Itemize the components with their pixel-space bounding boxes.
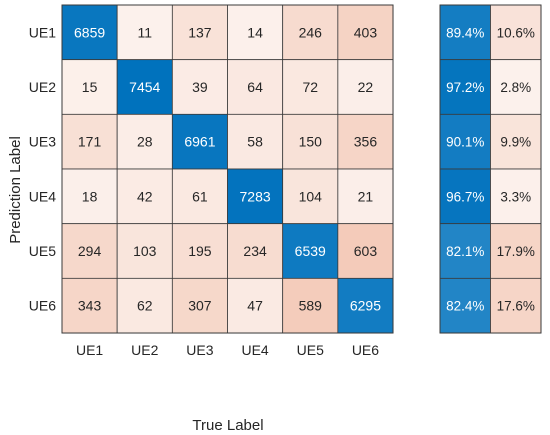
matrix-cell [116, 168, 173, 225]
summary-value: 96.7% [446, 189, 484, 204]
matrix-cell [116, 4, 173, 61]
matrix-cell-value: 21 [358, 188, 374, 204]
matrix-cell [227, 113, 284, 170]
matrix-cell [61, 4, 118, 61]
summary-error-cell [490, 223, 542, 279]
matrix-cell [227, 168, 284, 225]
matrix-cell-value: 58 [247, 134, 263, 150]
matrix-cell-value: 7283 [240, 188, 271, 204]
matrix-cell-value: 403 [354, 24, 378, 40]
matrix-cell [282, 223, 339, 279]
matrix-cell-value: 14 [247, 24, 263, 40]
y-tick-label: UE2 [29, 79, 56, 95]
x-tick-label: UE5 [297, 342, 324, 358]
y-tick-label: UE4 [29, 188, 56, 204]
summary-error-cell [490, 168, 542, 225]
summary-value: 89.4% [446, 25, 484, 40]
matrix-cell [337, 59, 394, 115]
y-axis-label: Prediction Label [7, 136, 24, 244]
matrix-cell-value: 42 [137, 188, 153, 204]
matrix-cell-value: 589 [299, 298, 323, 314]
matrix-cell-value: 64 [247, 79, 263, 95]
summary-value: 17.6% [497, 299, 535, 314]
matrix-cell [61, 168, 118, 225]
matrix-cell [171, 223, 228, 279]
matrix-cell-value: 6295 [350, 298, 381, 314]
matrix-cell [337, 4, 394, 61]
matrix-frame [61, 4, 394, 334]
summary-value: 10.6% [497, 25, 535, 40]
y-tick-label: UE3 [29, 134, 56, 150]
matrix-cell-value: 61 [192, 188, 208, 204]
summary-error-cell [490, 59, 542, 115]
y-tick-labels: UE1 UE2 UE3 UE4 UE5 UE6 [29, 24, 56, 313]
matrix-cell-value: 6961 [184, 134, 215, 150]
x-tick-label: UE2 [131, 342, 158, 358]
matrix-cell-value: 7454 [129, 79, 160, 95]
x-tick-label: UE1 [76, 342, 103, 358]
y-tick-label: UE1 [29, 24, 56, 40]
summary-value: 82.4% [446, 299, 484, 314]
x-tick-label: UE3 [186, 342, 213, 358]
summary-frame [439, 4, 542, 334]
matrix-cell-value: 11 [137, 24, 152, 40]
matrix-cell-value: 343 [78, 298, 102, 314]
matrix-cell [61, 277, 118, 334]
matrix-cell [227, 59, 284, 115]
matrix-cell-value: 104 [299, 188, 323, 204]
matrix-cell-value: 18 [82, 188, 98, 204]
summary-value: 3.3% [500, 189, 531, 204]
matrix-cell-value: 137 [188, 24, 212, 40]
row-summary-cells: 89.4% 10.6% 97.2% 2.8% 90.1% 9.9% 96.7% 3.3% 82.… [439, 4, 542, 334]
matrix-cell-value: 15 [82, 79, 98, 95]
summary-error-cell [490, 277, 542, 334]
x-tick-labels: UE1 UE2 UE3 UE4 UE5 UE6 [76, 342, 379, 358]
x-tick-label: UE6 [352, 342, 379, 358]
summary-value: 2.8% [500, 80, 531, 95]
matrix-cell-value: 39 [192, 79, 208, 95]
matrix-cell [116, 59, 173, 115]
summary-value: 97.2% [446, 80, 484, 95]
matrix-cell-value: 246 [299, 24, 323, 40]
y-tick-label: UE6 [29, 298, 56, 314]
matrix-cell-value: 6539 [295, 243, 326, 259]
matrix-cell [227, 223, 284, 279]
matrix-cell-value: 47 [247, 298, 263, 314]
matrix-cell-value: 307 [188, 298, 212, 314]
matrix-cell [171, 168, 228, 225]
matrix-cells: 6859 11 137 14 246 403 15 7454 39 64 72 22 171 28 6961… [61, 4, 394, 334]
matrix-cell-value: 62 [137, 298, 153, 314]
matrix-cell [227, 4, 284, 61]
matrix-cell [61, 223, 118, 279]
summary-value: 9.9% [500, 135, 531, 150]
x-tick-label: UE4 [241, 342, 268, 358]
matrix-cell-value: 6859 [74, 24, 105, 40]
matrix-cell [116, 113, 173, 170]
matrix-cell [282, 168, 339, 225]
summary-value: 90.1% [446, 135, 484, 150]
matrix-cell-value: 294 [78, 243, 102, 259]
matrix-cell-value: 22 [358, 79, 374, 95]
matrix-cell [337, 277, 394, 334]
matrix-cell-value: 603 [354, 243, 378, 259]
matrix-cell-value: 150 [299, 134, 323, 150]
matrix-cell [337, 113, 394, 170]
matrix-cell [282, 113, 339, 170]
matrix-cell-value: 195 [188, 243, 212, 259]
matrix-cell-value: 356 [354, 134, 378, 150]
matrix-cell-value: 72 [302, 79, 318, 95]
matrix-cell-value: 28 [137, 134, 153, 150]
x-axis-label: True Label [192, 417, 263, 434]
matrix-cell-value: 171 [78, 134, 102, 150]
y-tick-label: UE5 [29, 243, 56, 259]
summary-value: 17.9% [497, 244, 535, 259]
matrix-cell-value: 234 [243, 243, 267, 259]
summary-error-cell [490, 113, 542, 170]
matrix-cell-value: 103 [133, 243, 157, 259]
summary-value: 82.1% [446, 244, 484, 259]
